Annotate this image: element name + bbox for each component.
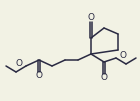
Text: O: O bbox=[88, 14, 94, 23]
Text: O: O bbox=[119, 52, 126, 60]
Text: O: O bbox=[101, 74, 108, 83]
Text: O: O bbox=[36, 72, 43, 80]
Text: O: O bbox=[16, 59, 23, 68]
